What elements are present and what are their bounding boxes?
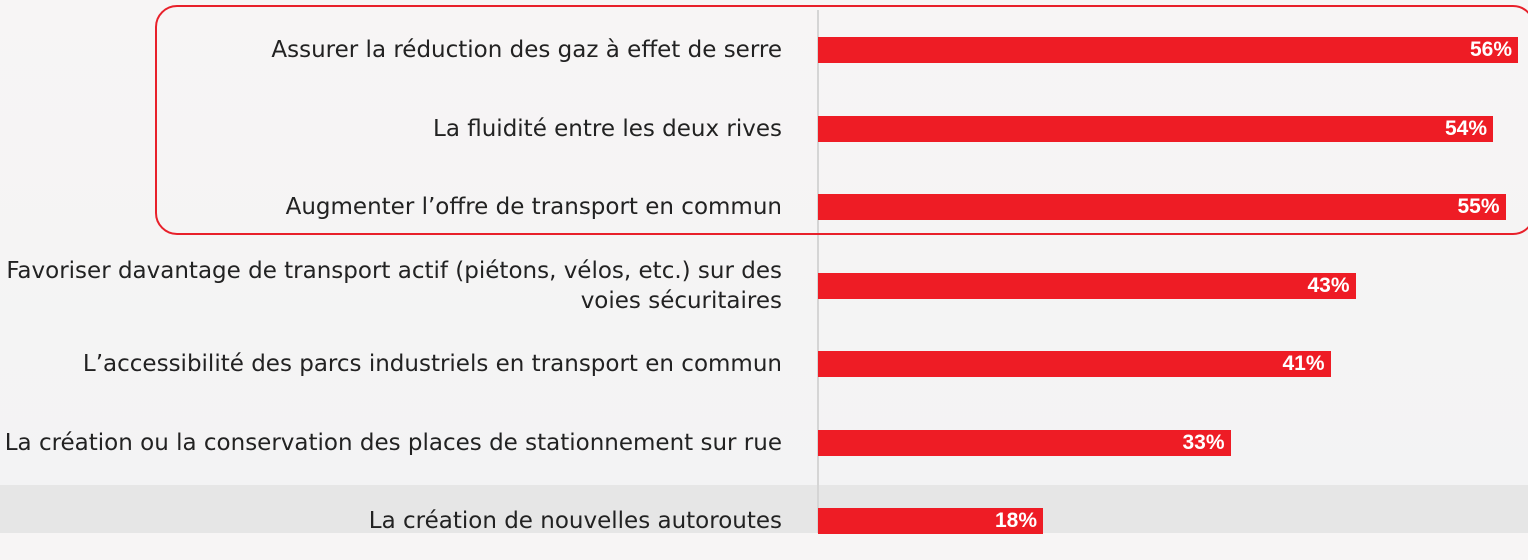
- bar-row: La création de nouvelles autoroutes 18%: [0, 482, 1528, 560]
- bar: 43%: [818, 273, 1356, 299]
- category-label: La fluidité entre les deux rives: [0, 114, 782, 144]
- bar: 18%: [818, 508, 1043, 534]
- bar: 55%: [818, 194, 1506, 220]
- category-label: Augmenter l’offre de transport en commun: [0, 192, 782, 222]
- category-label: La création de nouvelles autoroutes: [0, 506, 782, 536]
- bar-row: La fluidité entre les deux rives 54%: [0, 90, 1528, 168]
- bar-row: Favoriser davantage de transport actif (…: [0, 247, 1528, 325]
- bar-row: L’accessibilité des parcs industriels en…: [0, 325, 1528, 403]
- value-label: 33%: [1182, 431, 1230, 455]
- bar: 56%: [818, 37, 1518, 63]
- category-label: La création ou la conservation des place…: [0, 428, 782, 458]
- category-label: Assurer la réduction des gaz à effet de …: [0, 35, 782, 65]
- value-label: 54%: [1445, 117, 1493, 141]
- page: Assurer la réduction des gaz à effet de …: [0, 0, 1528, 533]
- value-label: 55%: [1457, 195, 1505, 219]
- value-label: 56%: [1470, 38, 1518, 62]
- bar: 41%: [818, 351, 1331, 377]
- bar-row: Assurer la réduction des gaz à effet de …: [0, 11, 1528, 89]
- category-label: Favoriser davantage de transport actif (…: [0, 256, 782, 316]
- bar: 54%: [818, 116, 1493, 142]
- bar-row: Augmenter l’offre de transport en commun…: [0, 168, 1528, 246]
- bar: 33%: [818, 430, 1231, 456]
- value-label: 41%: [1282, 352, 1330, 376]
- value-label: 43%: [1307, 274, 1355, 298]
- value-label: 18%: [995, 509, 1043, 533]
- bar-row: La création ou la conservation des place…: [0, 404, 1528, 482]
- category-label: L’accessibilité des parcs industriels en…: [0, 349, 782, 379]
